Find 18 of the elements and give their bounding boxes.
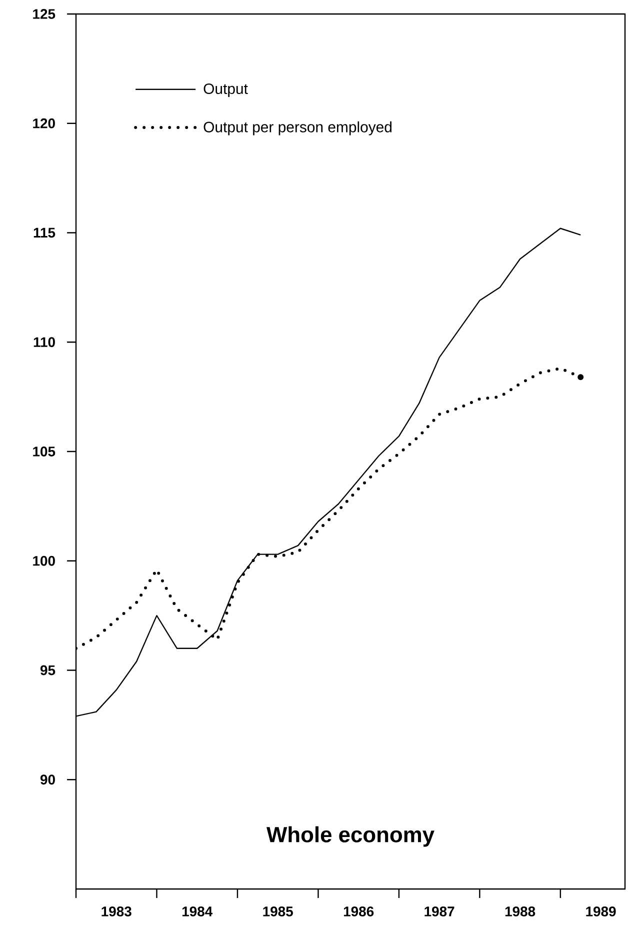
y-tick-label: 115 — [34, 228, 56, 238]
y-tick-label: 120 — [33, 118, 55, 128]
x-tick-label: 1989 — [586, 906, 616, 916]
x-tick-label: 1984 — [182, 906, 213, 916]
x-tick-label: 1986 — [344, 906, 374, 916]
text: Whole economy — [266, 826, 434, 847]
y-tick-label: 100 — [33, 556, 55, 566]
x-tick-label: 1987 — [424, 906, 454, 916]
legend-label: Output per person employed — [204, 121, 392, 136]
y-tick-label: 95 — [40, 665, 56, 676]
x-tick-label: 1988 — [505, 906, 536, 916]
y-tick-label: 110 — [34, 337, 55, 348]
y-tick-label: 90 — [40, 774, 55, 785]
x-tick-label: 1983 — [102, 906, 132, 916]
y-tick-label: 125 — [33, 9, 56, 19]
x-tick-label: 1985 — [263, 906, 293, 916]
y-tick-label: 105 — [33, 446, 56, 456]
legend-label: Output — [204, 83, 248, 97]
